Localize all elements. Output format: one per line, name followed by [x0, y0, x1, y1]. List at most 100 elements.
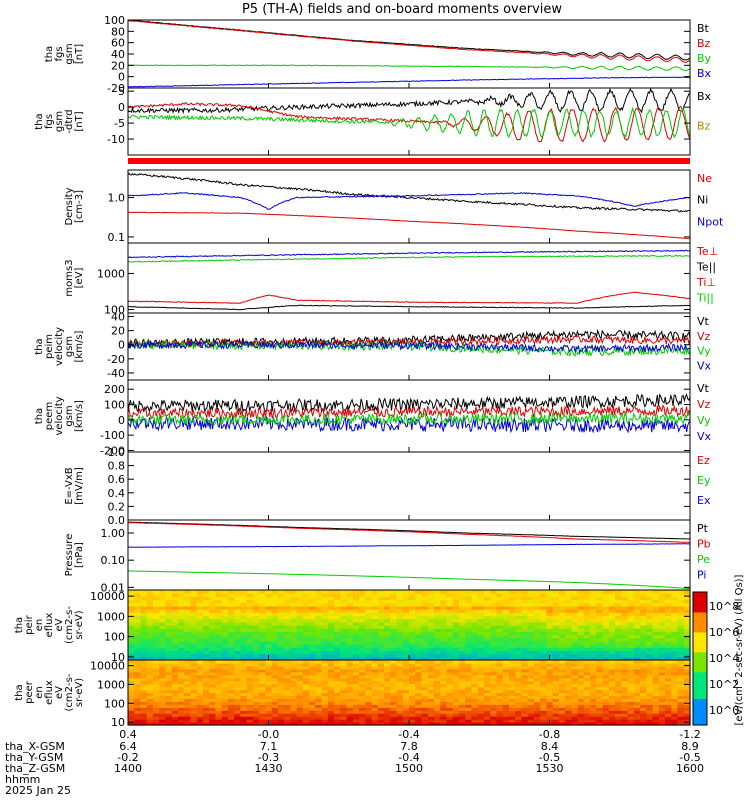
heatmap-cell	[665, 671, 672, 676]
heatmap-cell	[259, 618, 266, 623]
heatmap-cell	[552, 668, 560, 673]
heatmap-cell	[452, 590, 460, 594]
heatmap-cell	[340, 698, 348, 702]
heatmap-cell	[190, 716, 198, 720]
heatmap-cell	[321, 719, 329, 723]
heatmap-cell	[321, 710, 329, 714]
heatmap-cell	[371, 683, 379, 688]
heatmap-cell	[427, 689, 435, 694]
heatmap-cell	[396, 596, 404, 601]
heatmap-cell	[683, 615, 691, 620]
heatmap-cell	[552, 689, 560, 694]
heatmap-cell	[321, 656, 329, 661]
heatmap-cell	[540, 590, 547, 594]
heatmap-cell	[184, 722, 192, 726]
heatmap-cell	[371, 628, 379, 632]
heatmap-cell	[377, 695, 385, 699]
heatmap-cell	[652, 640, 660, 645]
heatmap-cell	[433, 590, 441, 594]
heatmap-cell	[259, 695, 266, 699]
heatmap-cell	[633, 683, 641, 688]
heatmap-cell	[365, 719, 373, 723]
heatmap-cell	[271, 631, 279, 636]
heatmap-cell	[196, 704, 204, 708]
heatmap-cell	[396, 631, 404, 636]
heatmap-cell	[577, 602, 585, 607]
heatmap-cell	[608, 722, 616, 726]
heatmap-cell	[165, 695, 173, 699]
heatmap-cell	[633, 631, 641, 636]
heatmap-cell	[309, 634, 316, 639]
heatmap-cell	[683, 602, 691, 607]
heatmap-cell	[552, 625, 560, 629]
heatmap-cell	[652, 680, 660, 685]
heatmap-cell	[508, 719, 516, 723]
heatmap-cell	[508, 683, 516, 688]
heatmap-cell	[621, 609, 629, 613]
heatmap-cell	[427, 628, 435, 632]
y-axis-label: [km/s]	[74, 330, 85, 362]
heatmap-cell	[596, 644, 604, 648]
heatmap-cell	[177, 674, 185, 679]
heatmap-cell	[234, 671, 241, 676]
heatmap-cell	[583, 716, 591, 720]
heatmap-cell	[608, 668, 616, 673]
heatmap-cell	[515, 674, 522, 679]
heatmap-cell	[209, 625, 217, 629]
heatmap-cell	[477, 665, 485, 670]
heatmap-cell	[390, 660, 398, 664]
heatmap-cell	[633, 710, 641, 714]
heatmap-cell	[421, 671, 429, 676]
heatmap-cell	[621, 660, 629, 664]
heatmap-cell	[608, 719, 616, 723]
heatmap-cell	[234, 692, 241, 697]
heatmap-cell	[565, 653, 572, 658]
heatmap-cell	[483, 637, 491, 642]
heatmap-cell	[346, 602, 354, 607]
heatmap-cell	[352, 615, 360, 620]
heatmap-cell	[558, 665, 566, 670]
heatmap-cell	[421, 615, 429, 620]
heatmap-cell	[246, 612, 254, 617]
heatmap-cell	[446, 674, 454, 679]
heatmap-cell	[427, 618, 435, 623]
heatmap-cell	[215, 686, 223, 691]
heatmap-cell	[171, 647, 179, 652]
heatmap-cell	[165, 689, 173, 694]
heatmap-cell	[334, 602, 341, 607]
heatmap-cell	[284, 596, 291, 601]
heatmap-cell	[315, 722, 323, 726]
heatmap-cell	[640, 692, 647, 697]
heatmap-cell	[433, 716, 441, 720]
heatmap-cell	[327, 634, 335, 639]
heatmap-cell	[402, 609, 410, 613]
heatmap-cell	[277, 662, 285, 667]
heatmap-cell	[377, 637, 385, 642]
heatmap-cell	[546, 593, 554, 597]
heatmap-cell	[558, 701, 566, 705]
heatmap-cell	[546, 609, 554, 613]
heatmap-cell	[184, 695, 192, 699]
heatmap-cell	[302, 722, 310, 726]
heatmap-cell	[577, 644, 585, 648]
heatmap-cell	[583, 593, 591, 597]
heatmap-cell	[227, 656, 235, 661]
heatmap-cell	[571, 634, 579, 639]
heatmap-cell	[209, 637, 217, 642]
heatmap-cell	[552, 692, 560, 697]
heatmap-cell	[540, 686, 547, 691]
heatmap-cell	[646, 618, 654, 623]
heatmap-cell	[384, 618, 391, 623]
heatmap-cell	[252, 719, 260, 723]
heatmap-cell	[165, 665, 173, 670]
heatmap-cell	[465, 593, 473, 597]
heatmap-cell	[246, 596, 254, 601]
heatmap-cell	[683, 716, 691, 720]
heatmap-cell	[577, 662, 585, 667]
heatmap-cell	[458, 716, 466, 720]
y-tick-label: 80	[111, 25, 125, 38]
heatmap-cell	[465, 609, 473, 613]
heatmap-cell	[590, 612, 597, 617]
heatmap-cell	[502, 689, 510, 694]
heatmap-cell	[565, 618, 572, 623]
